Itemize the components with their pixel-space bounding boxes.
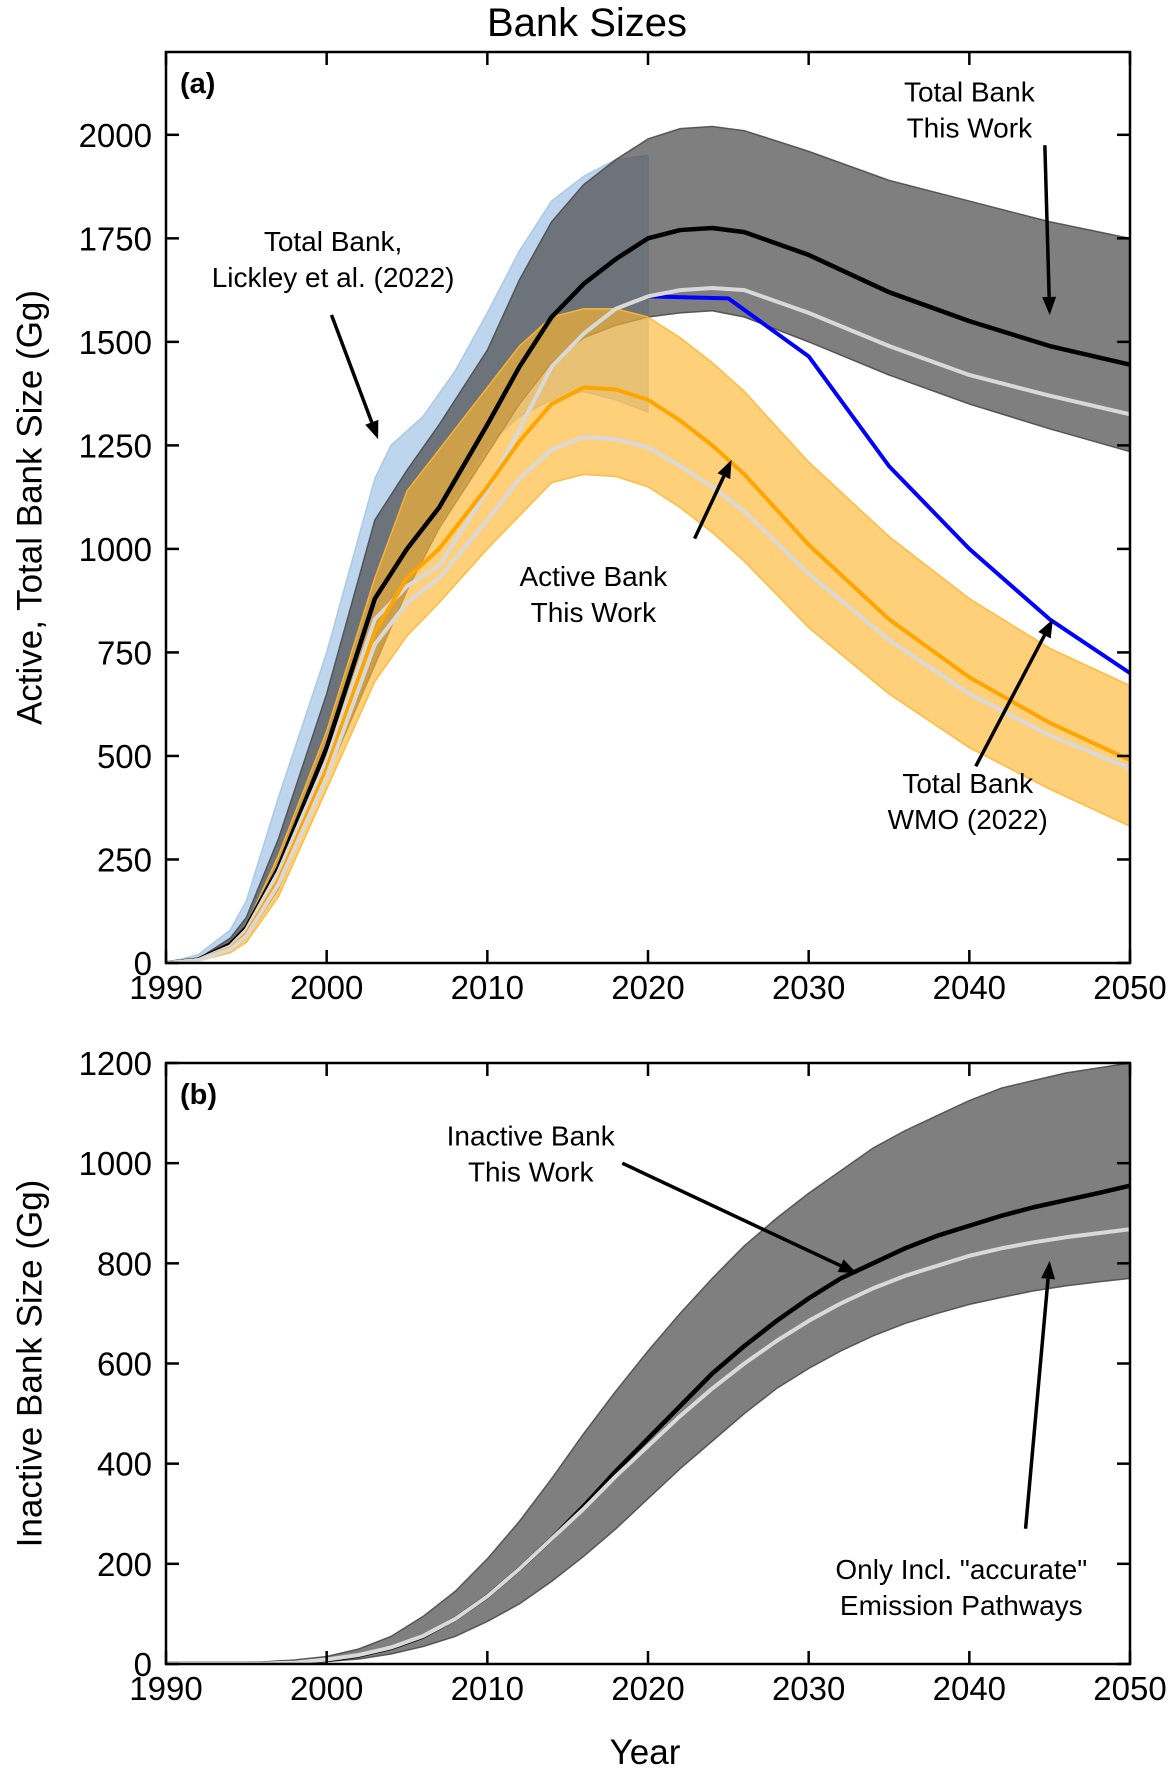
annotation-arrowhead xyxy=(1042,296,1057,315)
y-tick-label: 600 xyxy=(97,1346,152,1383)
x-tick-label: 2020 xyxy=(611,1670,684,1707)
y-tick-label: 1000 xyxy=(79,531,152,568)
figure-xlabel: Year xyxy=(610,1733,681,1769)
x-tick-label: 2030 xyxy=(772,1670,845,1707)
annotation-arrow xyxy=(974,634,1047,768)
x-tick-label: 1990 xyxy=(129,1670,202,1707)
y-tick-label: 200 xyxy=(97,1546,152,1583)
y-tick-label: 1750 xyxy=(79,220,152,257)
x-tick-label: 2050 xyxy=(1093,1670,1166,1707)
panel-b: Inactive Bank This Work Only Incl. "accura… xyxy=(11,1045,1167,1707)
x-tick-label: 2040 xyxy=(933,1670,1006,1707)
y-tick-label: 0 xyxy=(134,945,152,982)
line-total-bank-accurate-pathways xyxy=(166,286,1130,963)
annotation-arrowhead xyxy=(1041,1260,1056,1280)
y-tick-label: 1500 xyxy=(79,324,152,361)
x-tick-label: 2010 xyxy=(451,969,524,1006)
annotation-inactive-bank-this-work: Inactive Bank This Work xyxy=(447,1121,616,1188)
annotation-total-bank-lickley-et-al-2022: Total Bank, Lickley et al. (2022) xyxy=(212,226,455,293)
annotation-arrow xyxy=(1023,1278,1050,1529)
panel-a-ylabel: Active, Total Bank Size (Gg) xyxy=(11,290,50,725)
y-tick-label: 1250 xyxy=(79,427,152,464)
panel-a-label: (a) xyxy=(180,68,215,100)
annotation-arrowhead xyxy=(1038,619,1053,639)
panel-b-label: (b) xyxy=(180,1079,217,1111)
panel-b-annotations: Inactive Bank This Work Only Incl. "accura… xyxy=(447,1121,1088,1621)
y-tick-label: 400 xyxy=(97,1446,152,1483)
y-tick-label: 500 xyxy=(97,738,152,775)
x-tick-label: 2000 xyxy=(290,1670,363,1707)
x-tick-label: 2050 xyxy=(1093,969,1166,1006)
annotation-total-bank-this-work: Total Bank This Work xyxy=(904,77,1036,144)
panel-a-annotations: Total Bank This Work Total Bank, Lickley et… xyxy=(212,77,1057,835)
annotation-arrow xyxy=(693,475,726,540)
y-tick-label: 800 xyxy=(97,1245,152,1282)
annotation-arrow xyxy=(621,1161,842,1268)
annotation-arrowhead xyxy=(365,419,379,440)
panel-a: Total Bank This Work Total Bank, Lickley et… xyxy=(11,50,1167,1006)
x-tick-label: 2010 xyxy=(451,1670,524,1707)
annotation-active-bank-this-work: Active Bank This Work xyxy=(519,561,668,628)
y-tick-label: 750 xyxy=(97,634,152,671)
panel-b-ylabel: Inactive Bank Size (Gg) xyxy=(11,1180,50,1548)
y-tick-label: 0 xyxy=(134,1646,152,1683)
band-inactive-bank-this-work xyxy=(166,1063,1130,1664)
annotation-arrow xyxy=(329,314,374,423)
panel-b-ticks: 1990 2000 2010 2020 2030 2040 2050 0 200 400 600 80… xyxy=(79,1045,1167,1707)
y-tick-label: 2000 xyxy=(79,117,152,154)
annotation-arrowhead xyxy=(837,1259,857,1274)
figure-title: Bank Sizes xyxy=(487,1,687,45)
panel-b-bands xyxy=(166,1063,1130,1664)
annotation-total-bank-wmo-2022: Total Bank WMO (2022) xyxy=(888,768,1048,835)
x-tick-label: 2040 xyxy=(933,969,1006,1006)
x-tick-label: 1990 xyxy=(129,969,202,1006)
annotation-only-incl-accurate-emission-pathways: Only Incl. "accurate" Emission Pathways xyxy=(835,1554,1087,1621)
panel-b-lines xyxy=(166,1183,1130,1664)
x-tick-label: 2030 xyxy=(772,969,845,1006)
line-inactive-bank-accurate-pathways xyxy=(166,1227,1130,1664)
y-tick-label: 1000 xyxy=(79,1145,152,1182)
x-tick-label: 2020 xyxy=(611,969,684,1006)
panel-a-ticks: 1990 2000 2010 2020 2030 2040 2050 0 250 500 750 10… xyxy=(79,52,1167,1006)
annotation-arrow xyxy=(1043,145,1051,298)
y-tick-label: 1200 xyxy=(79,1045,152,1082)
panel-a-lines xyxy=(166,225,1130,963)
line-active-bank-accurate-pathways xyxy=(166,435,1130,963)
line-total-bank-wmo-2022 xyxy=(646,294,1130,676)
annotation-arrowhead xyxy=(717,459,732,480)
x-tick-label: 2000 xyxy=(290,969,363,1006)
y-tick-label: 250 xyxy=(97,841,152,878)
